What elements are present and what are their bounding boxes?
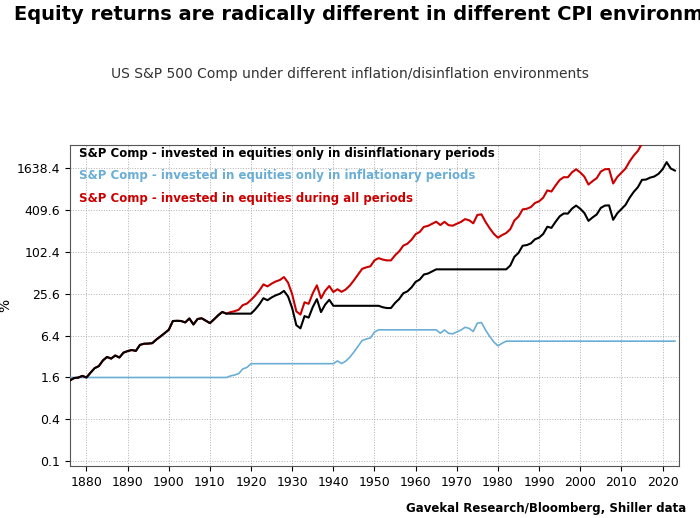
Text: S&P Comp - invested in equities only in inflationary periods: S&P Comp - invested in equities only in … (79, 169, 475, 182)
Text: Gavekal Research/Bloomberg, Shiller data: Gavekal Research/Bloomberg, Shiller data (406, 502, 686, 515)
Text: S&P Comp - invested in equities during all periods: S&P Comp - invested in equities during a… (79, 192, 413, 205)
Text: S&P Comp - invested in equities only in disinflationary periods: S&P Comp - invested in equities only in … (79, 147, 495, 160)
Text: Equity returns are radically different in different CPI environments: Equity returns are radically different i… (14, 5, 700, 24)
Y-axis label: %: % (0, 299, 13, 312)
Text: US S&P 500 Comp under different inflation/disinflation environments: US S&P 500 Comp under different inflatio… (111, 67, 589, 81)
